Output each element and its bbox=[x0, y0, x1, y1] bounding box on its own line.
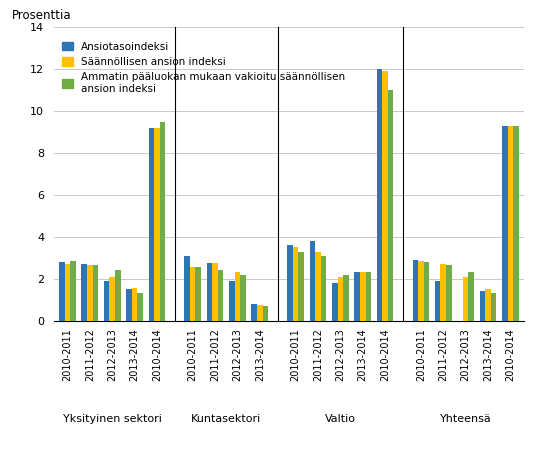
Bar bbox=[508, 126, 513, 321]
Bar bbox=[360, 273, 366, 321]
Bar bbox=[424, 262, 429, 321]
Bar bbox=[262, 306, 268, 321]
Bar bbox=[338, 277, 343, 321]
Bar bbox=[240, 274, 246, 321]
Bar bbox=[287, 245, 293, 321]
Bar bbox=[366, 273, 371, 321]
Bar bbox=[195, 267, 201, 321]
Bar bbox=[377, 69, 382, 321]
Bar bbox=[160, 122, 165, 321]
Bar bbox=[468, 273, 474, 321]
Bar bbox=[82, 264, 87, 321]
Bar bbox=[446, 265, 451, 321]
Bar bbox=[229, 281, 235, 321]
Bar bbox=[502, 126, 508, 321]
Text: Prosenttia: Prosenttia bbox=[12, 9, 71, 22]
Legend: Ansiotasoindeksi, Säännöllisen ansion indeksi, Ammatin pääluokan mukaan vakioitu: Ansiotasoindeksi, Säännöllisen ansion in… bbox=[59, 38, 348, 97]
Bar bbox=[441, 264, 446, 321]
Bar bbox=[104, 281, 110, 321]
Bar bbox=[110, 277, 115, 321]
Bar bbox=[513, 126, 519, 321]
Bar bbox=[485, 289, 491, 321]
Bar bbox=[70, 261, 76, 321]
Bar bbox=[388, 90, 394, 321]
Bar bbox=[65, 264, 70, 321]
Bar bbox=[59, 262, 65, 321]
Bar bbox=[321, 256, 326, 321]
Bar bbox=[354, 273, 360, 321]
Text: Valtio: Valtio bbox=[325, 414, 356, 425]
Bar bbox=[235, 273, 240, 321]
Bar bbox=[418, 261, 424, 321]
Text: Kuntasektori: Kuntasektori bbox=[191, 414, 261, 425]
Bar bbox=[382, 71, 388, 321]
Bar bbox=[413, 260, 418, 321]
Bar bbox=[218, 270, 224, 321]
Bar bbox=[126, 289, 132, 321]
Bar bbox=[435, 281, 441, 321]
Text: Yhteensä: Yhteensä bbox=[440, 414, 491, 425]
Bar bbox=[299, 251, 304, 321]
Bar bbox=[257, 305, 262, 321]
Bar bbox=[154, 128, 160, 321]
Bar bbox=[87, 265, 92, 321]
Bar bbox=[463, 277, 468, 321]
Bar bbox=[309, 241, 315, 321]
Bar bbox=[480, 291, 485, 321]
Bar bbox=[343, 274, 349, 321]
Bar bbox=[252, 304, 257, 321]
Bar bbox=[132, 288, 137, 321]
Text: Yksityinen sektori: Yksityinen sektori bbox=[63, 414, 161, 425]
Bar bbox=[115, 270, 120, 321]
Bar bbox=[184, 256, 190, 321]
Bar bbox=[92, 265, 98, 321]
Bar bbox=[137, 294, 143, 321]
Bar bbox=[212, 263, 218, 321]
Bar bbox=[315, 251, 321, 321]
Bar bbox=[332, 283, 338, 321]
Bar bbox=[148, 128, 154, 321]
Bar bbox=[293, 247, 299, 321]
Bar bbox=[190, 267, 195, 321]
Bar bbox=[491, 294, 496, 321]
Bar bbox=[207, 263, 212, 321]
